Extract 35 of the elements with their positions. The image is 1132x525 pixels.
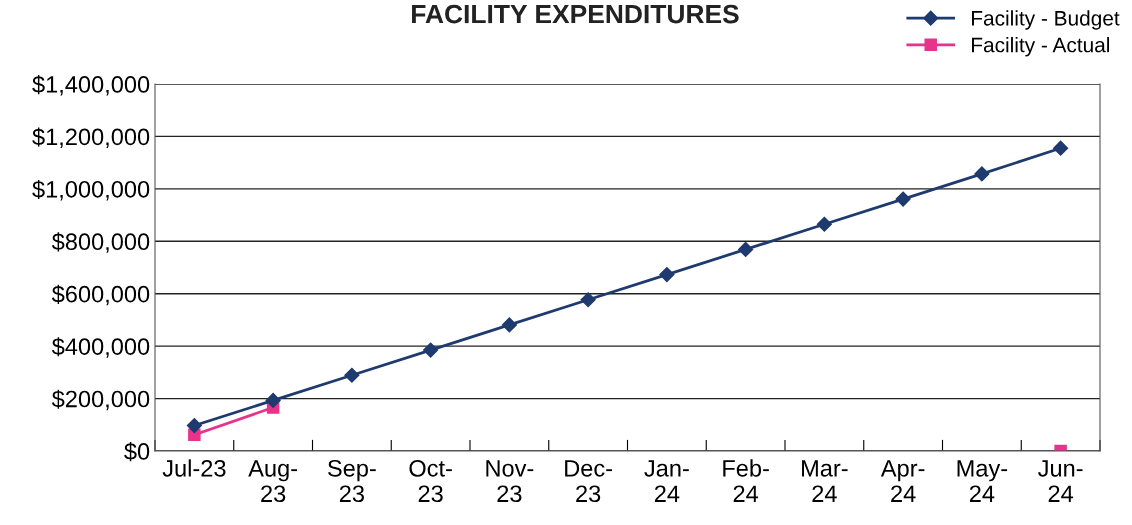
legend-label: Facility - Budget (972, 10, 1120, 30)
y-tick-label: $1,200,000 (32, 127, 150, 149)
chart-title: FACILITY EXPENDITURES (412, 4, 739, 24)
y-tick-label: $600,000 (51, 284, 150, 306)
point (974, 166, 990, 182)
x-tick-label: Apr- 24 (880, 460, 925, 502)
point (659, 267, 675, 283)
x-tick-label: Oct- 23 (409, 459, 452, 503)
point (1053, 140, 1069, 156)
point (265, 392, 281, 408)
x-tick-label: Dec- 23 (565, 460, 612, 503)
y-tick-label: $200,000 (51, 389, 150, 411)
x-tick-label: Jan- 24 (644, 460, 689, 502)
point (738, 241, 754, 257)
point (423, 342, 439, 358)
x-tick-label: Jul-23 (162, 459, 226, 477)
point (816, 216, 832, 232)
x-tick-label: Aug- 23 (248, 460, 298, 503)
x-tick-label: Nov- 23 (486, 460, 534, 503)
y-tick-label: $400,000 (51, 337, 150, 358)
y-tick-label: $800,000 (51, 232, 150, 253)
x-tick-label: Sep- 23 (328, 459, 376, 503)
point (344, 367, 360, 383)
y-tick-label: $1,000,000 (32, 179, 150, 201)
x-tick-label: Mar- 24 (802, 460, 848, 502)
x-tick-label: May- 24 (957, 460, 1008, 502)
legend-label: Facility - Actual (972, 37, 1110, 57)
x-tick-label: Feb- 24 (723, 459, 769, 502)
y-tick-label: $0 (124, 442, 150, 462)
point (580, 292, 596, 308)
y-tick-label: $1,400,000 (32, 75, 150, 96)
point (501, 317, 517, 333)
point (895, 191, 911, 207)
x-tick-label: Jun- 24 (1038, 460, 1083, 502)
point (186, 418, 202, 434)
